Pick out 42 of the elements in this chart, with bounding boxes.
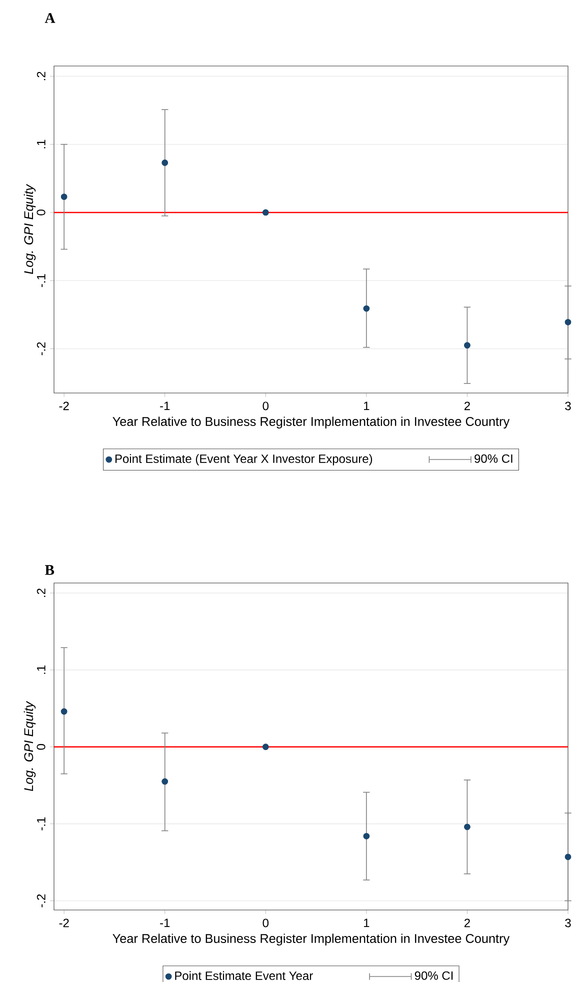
y-tick-label: .2 (36, 588, 46, 597)
y-tick-label: 0 (36, 210, 46, 216)
x-axis-title: Year Relative to Business Register Implementation in Investee Country (112, 416, 510, 429)
x-tick-label: 2 (464, 918, 470, 928)
y-tick-label: .2 (36, 72, 46, 80)
x-tick-label: -1 (160, 402, 170, 410)
point (60, 708, 68, 715)
x-tick-label: 1 (364, 918, 370, 927)
point (464, 342, 470, 349)
x-tick-label: 3 (565, 918, 571, 928)
x-tick-label: -2 (59, 402, 69, 410)
text: 90% CI (474, 454, 512, 463)
x-axis-title: Year Relative to Business Register Implementation in Investee Country (112, 934, 510, 946)
x-tick-label: 0 (262, 402, 269, 410)
y-axis-title: Log. GPI Equity (24, 184, 36, 274)
y-tick-label: -.1 (37, 274, 46, 288)
point (262, 209, 269, 216)
point (363, 832, 370, 840)
point (60, 194, 68, 200)
point (363, 305, 370, 312)
y-tick-label: .1 (37, 666, 46, 674)
y-tick-label: -.2 (36, 894, 46, 908)
point (162, 160, 168, 166)
x-tick-label: -1 (160, 918, 170, 927)
x-tick-label: -2 (59, 918, 69, 928)
y-tick-label: .1 (37, 140, 46, 148)
legend-label: Point Estimate Event Year (175, 971, 313, 980)
point (162, 778, 168, 785)
x-tick-label: 0 (262, 918, 269, 928)
x-tick-label: 1 (364, 402, 370, 410)
point (262, 744, 269, 750)
legend-label: Point Estimate (Event Year X Investor Exposure) (115, 454, 372, 466)
chart-title: B (44, 565, 54, 575)
y-tick-label: -.2 (36, 342, 46, 356)
y-tick-label: -.1 (37, 817, 46, 830)
y-tick-label: 0 (36, 744, 46, 750)
point (464, 824, 470, 830)
x-tick-label: 2 (464, 402, 470, 410)
chart-title: A (44, 13, 56, 23)
y-axis-title: Log. GPI Equity (24, 700, 36, 792)
x-tick-label: 3 (565, 402, 571, 410)
text: 90% CI (414, 971, 453, 980)
